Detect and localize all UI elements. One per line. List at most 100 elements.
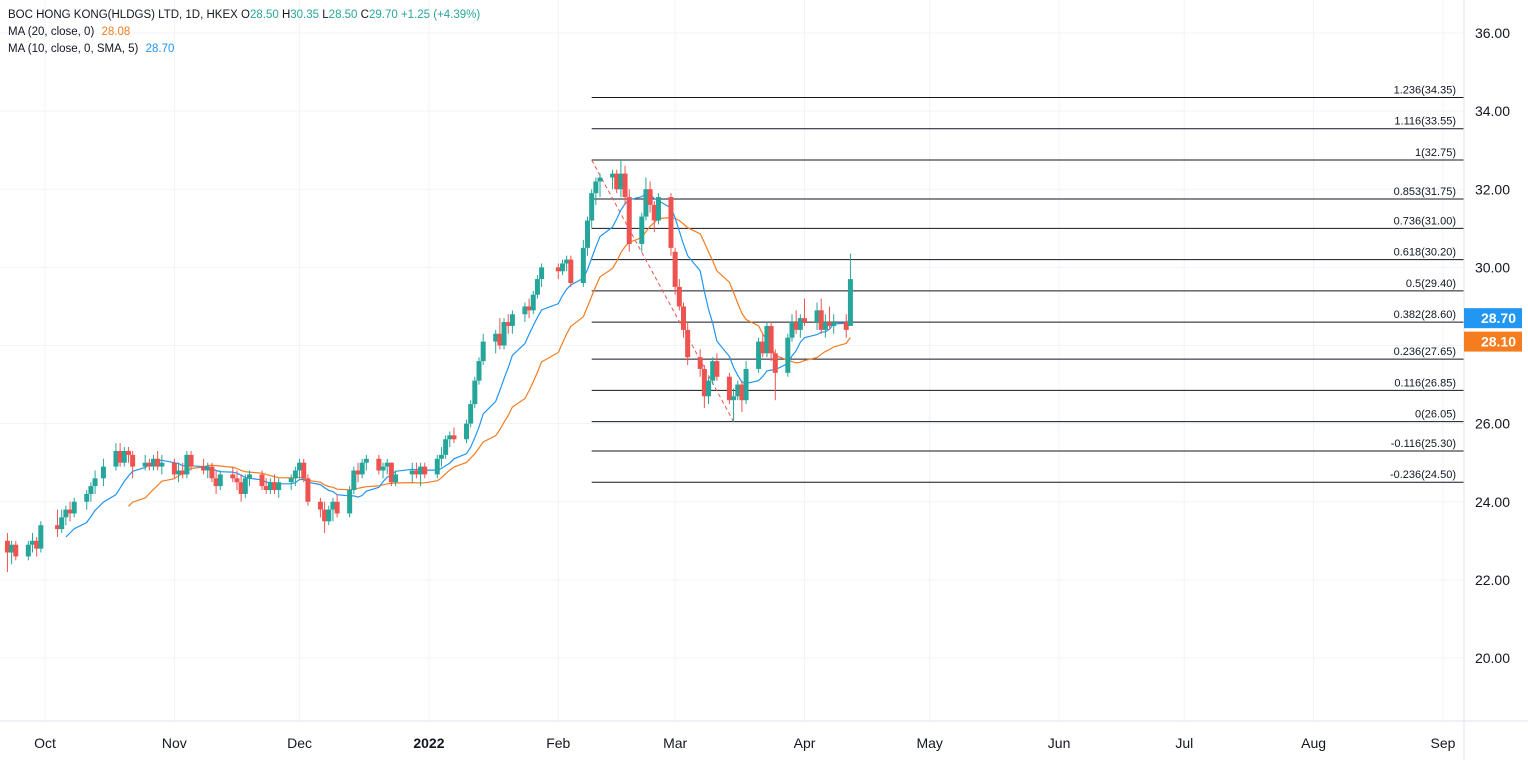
candle[interactable] (818, 298, 824, 334)
candle[interactable] (297, 458, 303, 479)
candle[interactable] (443, 435, 449, 459)
candle[interactable] (13, 540, 19, 561)
candle[interactable] (668, 193, 674, 256)
candle[interactable] (756, 337, 762, 373)
candle[interactable] (526, 298, 532, 319)
candle[interactable] (305, 474, 311, 506)
candle[interactable] (814, 302, 820, 330)
candle[interactable] (735, 380, 741, 401)
candle[interactable] (555, 263, 561, 280)
candle[interactable] (793, 310, 799, 334)
candle[interactable] (522, 302, 528, 323)
candle[interactable] (288, 474, 294, 491)
candle[interactable] (505, 314, 511, 334)
candle[interactable] (88, 482, 94, 502)
candle[interactable] (380, 462, 386, 479)
candle[interactable] (334, 493, 340, 518)
candle[interactable] (125, 447, 131, 463)
candle[interactable] (100, 458, 106, 487)
candle[interactable] (530, 290, 536, 315)
candle[interactable] (409, 462, 415, 483)
candle[interactable] (393, 470, 399, 487)
candle[interactable] (539, 263, 545, 287)
candle[interactable] (121, 447, 127, 467)
candle[interactable] (626, 189, 632, 252)
candle[interactable] (743, 361, 749, 405)
candle[interactable] (589, 189, 595, 229)
candle[interactable] (618, 159, 624, 198)
candle[interactable] (843, 314, 849, 338)
candle[interactable] (355, 462, 361, 483)
candle[interactable] (685, 322, 691, 366)
candle[interactable] (388, 462, 394, 487)
candle[interactable] (676, 279, 682, 311)
candle[interactable] (272, 474, 278, 494)
candle[interactable] (159, 454, 165, 475)
candle[interactable] (242, 474, 248, 498)
candle[interactable] (209, 462, 215, 483)
candle[interactable] (171, 458, 177, 479)
candle[interactable] (38, 521, 44, 553)
candle[interactable] (501, 318, 507, 350)
legend-ma20-row[interactable]: MA (20, close, 0) 28.08 (8, 24, 480, 41)
candle[interactable] (434, 454, 440, 479)
candle[interactable] (25, 540, 31, 561)
candles-layer[interactable] (4, 159, 853, 573)
candle[interactable] (347, 486, 353, 518)
candle[interactable] (493, 329, 499, 354)
candle[interactable] (706, 376, 712, 405)
candle[interactable] (384, 458, 390, 475)
candle[interactable] (276, 478, 282, 498)
candle[interactable] (472, 376, 478, 408)
candle[interactable] (568, 255, 574, 287)
candle[interactable] (802, 298, 808, 326)
candle[interactable] (351, 466, 357, 494)
candle[interactable] (701, 365, 707, 408)
candle[interactable] (413, 462, 419, 479)
candle[interactable] (63, 505, 69, 526)
candle[interactable] (317, 497, 323, 518)
candle[interactable] (55, 509, 61, 537)
candle[interactable] (184, 450, 190, 479)
candle[interactable] (176, 462, 182, 483)
candle[interactable] (476, 357, 482, 385)
candle[interactable] (234, 470, 240, 491)
candle[interactable] (451, 427, 457, 444)
candle[interactable] (9, 540, 15, 565)
candle[interactable] (610, 169, 616, 190)
candle[interactable] (831, 314, 837, 334)
candle[interactable] (29, 533, 35, 553)
candle[interactable] (4, 533, 10, 573)
candle[interactable] (84, 490, 90, 510)
candle[interactable] (789, 314, 795, 342)
candle[interactable] (151, 454, 157, 471)
candle[interactable] (34, 536, 40, 557)
candle[interactable] (559, 259, 565, 276)
candle[interactable] (238, 474, 244, 502)
candle[interactable] (418, 462, 424, 487)
candle[interactable] (827, 306, 833, 330)
legend-ma10-row[interactable]: MA (10, close, 0, SMA, 5) 28.70 (8, 41, 480, 58)
candle[interactable] (593, 177, 599, 205)
candle[interactable] (643, 177, 649, 221)
candle[interactable] (847, 253, 853, 326)
candle[interactable] (301, 458, 307, 483)
candle[interactable] (363, 454, 369, 471)
candle[interactable] (463, 419, 469, 444)
candle[interactable] (188, 450, 194, 471)
candle[interactable] (267, 478, 273, 494)
candle[interactable] (438, 447, 444, 467)
candle[interactable] (647, 181, 653, 213)
fibonacci-retracement[interactable]: 1.236(34.35) 1.116(33.55) 1(32.75) 0.853(31… (591, 84, 1464, 483)
candle[interactable] (564, 255, 570, 272)
candle[interactable] (651, 200, 657, 233)
candle[interactable] (67, 501, 73, 522)
candle[interactable] (359, 458, 365, 479)
candle[interactable] (739, 380, 745, 412)
candle[interactable] (797, 314, 803, 338)
candle[interactable] (201, 458, 207, 475)
candle[interactable] (447, 431, 453, 448)
candle[interactable] (263, 478, 269, 494)
